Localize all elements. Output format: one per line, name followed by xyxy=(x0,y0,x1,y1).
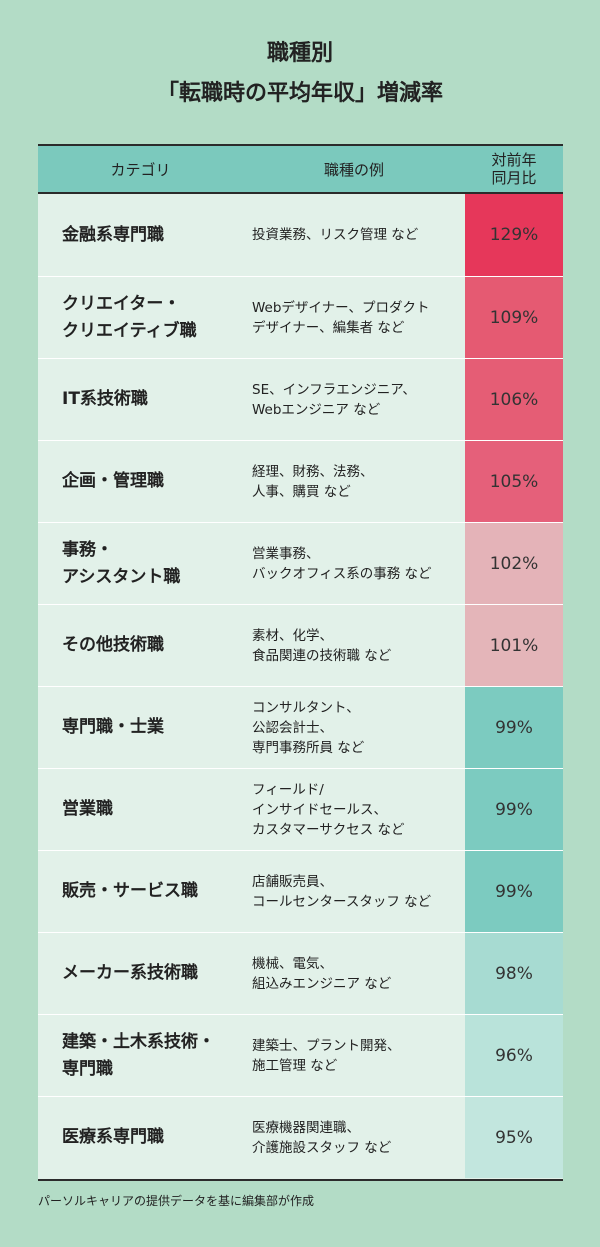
yoy-value-cell: 99% xyxy=(465,769,563,850)
examples-cell: 経理、財務、法務、 人事、購買 など xyxy=(252,441,464,522)
category-cell: 医療系専門職 xyxy=(62,1097,242,1178)
table-row: 医療系専門職 医療機器関連職、 介護施設スタッフ など 95% xyxy=(38,1096,563,1178)
table-row: 専門職・士業 コンサルタント、 公認会計士、 専門事務所員 など 99% xyxy=(38,686,563,768)
table-header: カテゴリ 職種の例 対前年 同月比 xyxy=(38,146,563,194)
example-label: 施工管理 など xyxy=(252,1057,338,1074)
category-cell: クリエイター・ クリエイティブ職 xyxy=(62,277,242,358)
category-label: 事務・ xyxy=(62,539,113,560)
example-label: 医療機器関連職、 xyxy=(252,1119,360,1136)
category-label: 専門職・士業 xyxy=(62,717,164,737)
table-row: IT系技術職 SE、インフラエンジニア、 Webエンジニア など 106% xyxy=(38,358,563,440)
example-label: 組込みエンジニア など xyxy=(252,975,392,992)
table-row: 事務・ アシスタント職 営業事務、 バックオフィス系の事務 など 102% xyxy=(38,522,563,604)
yoy-value-cell: 95% xyxy=(465,1097,563,1178)
yoy-value-cell: 99% xyxy=(465,851,563,932)
examples-cell: 建築士、プラント開発、 施工管理 など xyxy=(252,1015,464,1096)
category-cell: 建築・土木系技術・ 専門職 xyxy=(62,1015,242,1096)
example-label: デザイナー、編集者 など xyxy=(252,319,405,336)
examples-cell: 素材、化学、食品関連の技術職 など xyxy=(252,605,464,686)
yoy-value-cell: 99% xyxy=(465,687,563,768)
example-label: 公認会計士、 xyxy=(252,719,333,736)
category-label: 販売・サービス職 xyxy=(62,881,198,901)
chart-title: 職種別 「転職時の平均年収」増減率 xyxy=(0,34,600,114)
examples-cell: 店舗販売員、コールセンタースタッフ など xyxy=(252,851,464,932)
source-note: パーソルキャリアの提供データを基に編集部が作成 xyxy=(38,1194,315,1208)
table-row: 金融系専門職 投資業務、リスク管理 など 129% xyxy=(38,194,563,276)
category-cell: 金融系専門職 xyxy=(62,194,242,276)
example-label: バックオフィス系の事務 など xyxy=(252,565,432,582)
examples-cell: 営業事務、バックオフィス系の事務 など xyxy=(252,523,464,604)
category-label: 営業職 xyxy=(62,799,113,819)
table-row: クリエイター・ クリエイティブ職 Webデザイナー、プロダクト デザイナー、編集者 な… xyxy=(38,276,563,358)
category-label: 建築・土木系技術・ xyxy=(62,1031,215,1052)
category-cell: メーカー系技術職 xyxy=(62,933,242,1014)
example-label: 店舗販売員、 xyxy=(252,873,333,890)
example-label: コンサルタント、 xyxy=(252,699,360,716)
example-label: 営業事務、 xyxy=(252,545,320,562)
category-label: その他技術職 xyxy=(62,635,164,655)
header-examples: 職種の例 xyxy=(323,160,384,179)
title-line-1: 職種別 xyxy=(266,41,333,66)
data-table: カテゴリ 職種の例 対前年 同月比 金融系専門職 投資業務、リスク管理 など 129… xyxy=(38,144,563,1181)
category-label: 企画・管理職 xyxy=(62,471,164,491)
yoy-value-cell: 106% xyxy=(465,359,563,440)
example-label: カスタマーサクセス など xyxy=(252,821,405,838)
yoy-value-cell: 98% xyxy=(465,933,563,1014)
example-label: フィールド/ xyxy=(252,781,324,798)
yoy-value-cell: 101% xyxy=(465,605,563,686)
category-label: 医療系専門職 xyxy=(62,1127,164,1147)
title-line-2: 「転職時の平均年収」増減率 xyxy=(156,81,443,106)
yoy-value-cell: 102% xyxy=(465,523,563,604)
example-label: 食品関連の技術職 など xyxy=(252,647,392,664)
category-label: メーカー系技術職 xyxy=(62,963,198,983)
yoy-value-cell: 129% xyxy=(465,194,563,276)
yoy-value-cell: 96% xyxy=(465,1015,563,1096)
examples-cell: コンサルタント、 公認会計士、専門事務所員 など xyxy=(252,687,464,768)
category-cell: 専門職・士業 xyxy=(62,687,242,768)
examples-cell: 投資業務、リスク管理 など xyxy=(252,194,464,276)
examples-cell: 医療機器関連職、介護施設スタッフ など xyxy=(252,1097,464,1178)
category-cell: 企画・管理職 xyxy=(62,441,242,522)
example-label: インサイドセールス、 xyxy=(252,801,387,818)
example-label: 専門事務所員 など xyxy=(252,739,365,756)
header-category: カテゴリ xyxy=(110,160,171,179)
category-label: アシスタント職 xyxy=(62,566,181,587)
examples-cell: Webデザイナー、プロダクト デザイナー、編集者 など xyxy=(252,277,464,358)
category-cell: 販売・サービス職 xyxy=(62,851,242,932)
example-label: Webエンジニア など xyxy=(252,401,381,418)
examples-cell: フィールド/インサイドセールス、カスタマーサクセス など xyxy=(252,769,464,850)
example-label: 投資業務、リスク管理 など xyxy=(252,227,419,243)
yoy-value-cell: 105% xyxy=(465,441,563,522)
example-label: コールセンタースタッフ など xyxy=(252,893,432,910)
yoy-value-cell: 109% xyxy=(465,277,563,358)
example-label: 人事、購買 など xyxy=(252,483,351,500)
example-label: 経理、財務、法務、 xyxy=(252,463,374,480)
examples-cell: SE、インフラエンジニア、 Webエンジニア など xyxy=(252,359,464,440)
example-label: 素材、化学、 xyxy=(252,627,333,644)
category-cell: その他技術職 xyxy=(62,605,242,686)
header-yoy-line-1: 対前年 xyxy=(491,151,537,169)
category-label: IT系技術職 xyxy=(62,389,148,409)
table-row: その他技術職 素材、化学、 食品関連の技術職 など 101% xyxy=(38,604,563,686)
example-label: SE、インフラエンジニア、 xyxy=(252,381,416,398)
header-yoy: 対前年 同月比 xyxy=(465,146,563,192)
example-label: 介護施設スタッフ など xyxy=(252,1139,392,1156)
table-row: 販売・サービス職 店舗販売員、 コールセンタースタッフ など 99% xyxy=(38,850,563,932)
category-label: クリエイター・ xyxy=(62,293,181,314)
table-row: 建築・土木系技術・ 専門職 建築士、プラント開発、 施工管理 など 96% xyxy=(38,1014,563,1096)
category-cell: 営業職 xyxy=(62,769,242,850)
example-label: 機械、電気、 xyxy=(252,955,333,972)
category-label: クリエイティブ職 xyxy=(62,320,197,341)
example-label: 建築士、プラント開発、 xyxy=(252,1037,401,1054)
table-row: 営業職 フィールド/インサイドセールス、 カスタマーサクセス など 99% xyxy=(38,768,563,850)
category-label: 専門職 xyxy=(62,1058,113,1079)
category-cell: IT系技術職 xyxy=(62,359,242,440)
header-yoy-line-2: 同月比 xyxy=(491,169,537,187)
table-row: 企画・管理職 経理、財務、法務、 人事、購買 など 105% xyxy=(38,440,563,522)
table-row: メーカー系技術職 機械、電気、 組込みエンジニア など 98% xyxy=(38,932,563,1014)
example-label: Webデザイナー、プロダクト xyxy=(252,299,430,316)
category-cell: 事務・アシスタント職 xyxy=(62,523,242,604)
category-label: 金融系専門職 xyxy=(62,224,164,245)
examples-cell: 機械、電気、組込みエンジニア など xyxy=(252,933,464,1014)
